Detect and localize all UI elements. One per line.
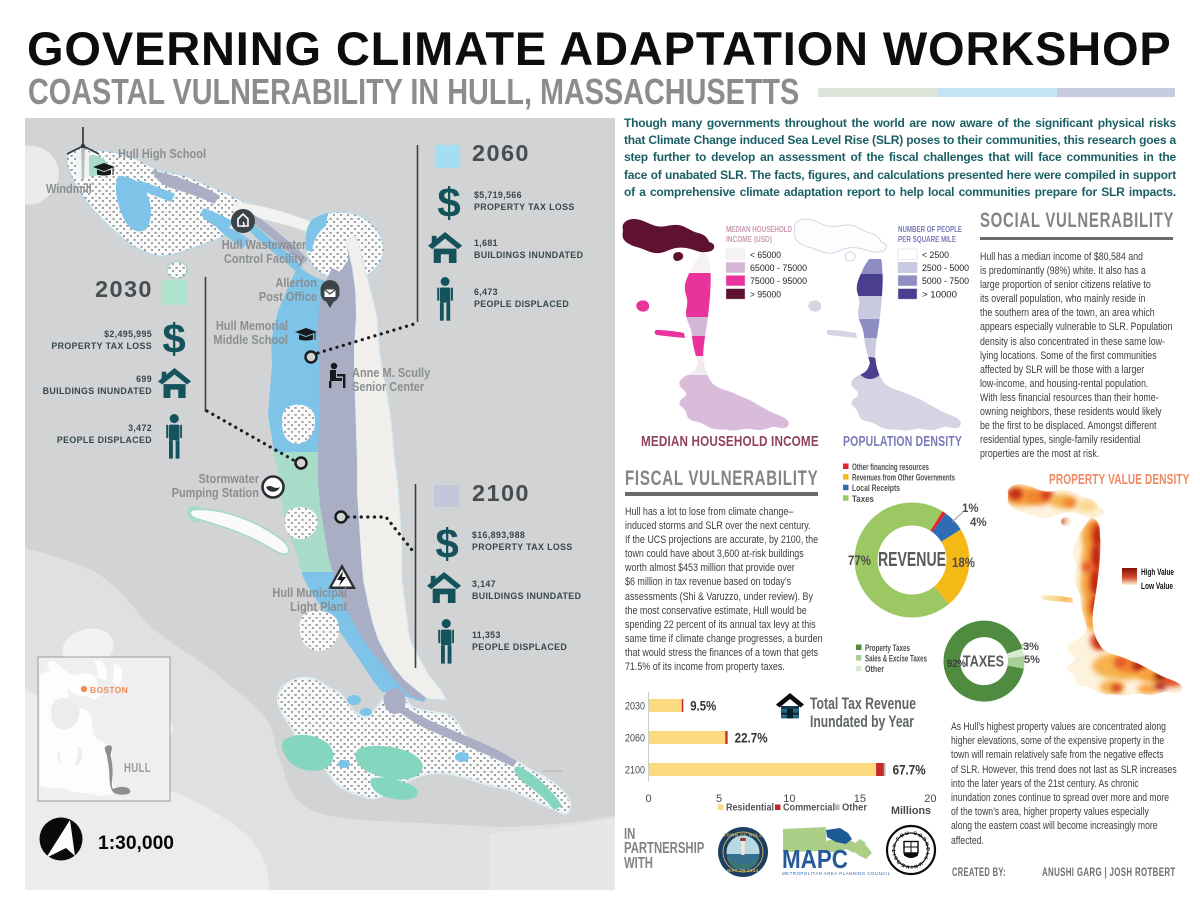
- svg-text:92%: 92%: [947, 658, 966, 670]
- svg-text:10: 10: [783, 793, 795, 805]
- svg-text:Millions: Millions: [891, 805, 931, 817]
- svg-text:1:30,000: 1:30,000: [98, 833, 174, 854]
- svg-text:$: $: [437, 186, 460, 222]
- svg-text:20: 20: [924, 793, 936, 805]
- svg-text:Other financing resources: Other financing resources: [852, 462, 929, 473]
- svg-text:TAXES: TAXES: [963, 654, 1004, 671]
- svg-text:1%: 1%: [962, 503, 979, 515]
- svg-text:HULL: HULL: [124, 761, 151, 775]
- svg-text:PER SQUARE MILE: PER SQUARE MILE: [898, 234, 956, 244]
- svg-text:15: 15: [854, 793, 866, 805]
- svg-text:INCOME (USD): INCOME (USD): [726, 234, 772, 244]
- svg-text:5000 - 7500: 5000 - 7500: [922, 276, 969, 287]
- svg-text:Low Value: Low Value: [1141, 581, 1173, 591]
- svg-text:9.5%: 9.5%: [690, 698, 716, 714]
- svg-text:MEDIAN HOUSEHOLD: MEDIAN HOUSEHOLD: [726, 224, 792, 234]
- svg-text:Property Taxes: Property Taxes: [865, 643, 910, 654]
- svg-text:Inundated by Year: Inundated by Year: [810, 713, 914, 731]
- svg-text:75000 - 95000: 75000 - 95000: [750, 276, 807, 287]
- svg-text:5: 5: [716, 793, 722, 805]
- svg-text:2100: 2100: [625, 765, 645, 777]
- svg-text:Total Tax Revenue: Total Tax Revenue: [810, 695, 916, 713]
- svg-text:BOSTON: BOSTON: [90, 685, 128, 695]
- svg-text:Other: Other: [865, 664, 884, 675]
- svg-text:Commercial: Commercial: [783, 803, 835, 814]
- svg-text:< 65000: < 65000: [750, 250, 781, 261]
- svg-text:MAY 29 1644: MAY 29 1644: [727, 868, 759, 873]
- svg-text:MAPC: MAPC: [782, 844, 848, 874]
- svg-text:Sales & Excise Taxes: Sales & Excise Taxes: [865, 654, 927, 665]
- svg-text:0: 0: [645, 793, 651, 805]
- svg-text:< 2500: < 2500: [922, 250, 949, 261]
- svg-text:Other: Other: [842, 803, 867, 814]
- svg-text:65000 - 75000: 65000 - 75000: [750, 263, 807, 274]
- svg-text:18%: 18%: [952, 555, 975, 570]
- svg-text:22.7%: 22.7%: [735, 730, 768, 746]
- svg-text:Residential: Residential: [726, 803, 774, 814]
- svg-text:Local Receipts: Local Receipts: [852, 483, 900, 494]
- svg-text:3%: 3%: [1023, 641, 1039, 653]
- svg-text:High Value: High Value: [1141, 567, 1174, 577]
- svg-text:> 10000: > 10000: [922, 289, 957, 300]
- svg-text:2500 - 5000: 2500 - 5000: [922, 263, 969, 274]
- svg-text:2060: 2060: [625, 733, 645, 745]
- svg-text:NUMBER OF PEOPLE: NUMBER OF PEOPLE: [898, 224, 962, 234]
- svg-text:Revenues from Other Government: Revenues from Other Governments: [852, 473, 955, 484]
- svg-text:$: $: [162, 322, 185, 358]
- svg-text:5%: 5%: [1024, 654, 1040, 666]
- svg-text:4%: 4%: [970, 517, 987, 529]
- svg-text:$: $: [435, 527, 458, 563]
- svg-text:67.7%: 67.7%: [893, 762, 926, 778]
- svg-text:2030: 2030: [625, 701, 645, 713]
- svg-text:77%: 77%: [848, 553, 871, 568]
- svg-text:TOWN OF HULL: TOWN OF HULL: [723, 833, 762, 838]
- svg-text:> 95000: > 95000: [750, 289, 781, 300]
- svg-text:Taxes: Taxes: [852, 494, 874, 505]
- svg-text:METROPOLITAN AREA PLANNING COU: METROPOLITAN AREA PLANNING COUNCIL: [782, 871, 891, 876]
- svg-text:REVENUE: REVENUE: [878, 549, 946, 571]
